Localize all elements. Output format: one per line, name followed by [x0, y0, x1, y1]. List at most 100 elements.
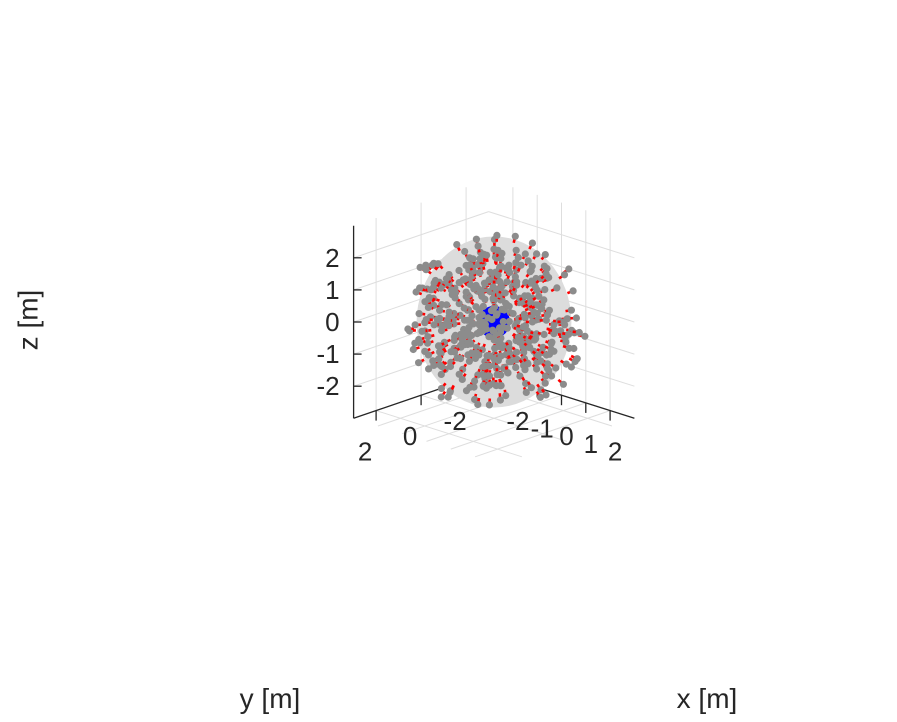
measurement-point	[575, 328, 583, 337]
y-axis-label: y [m]	[240, 683, 301, 714]
measurement-point	[421, 319, 429, 327]
measurement-point	[437, 284, 445, 292]
measurement-point	[528, 318, 537, 326]
measurement-point	[479, 302, 487, 310]
measurement-point	[534, 301, 542, 309]
measurement-point	[499, 318, 507, 326]
measurement-point	[513, 355, 521, 364]
measurement-point	[430, 279, 438, 287]
measurement-point	[541, 379, 549, 387]
measurement-point	[525, 343, 534, 351]
measurement-point	[542, 270, 550, 278]
measurement-point	[534, 351, 542, 360]
measurement-point	[434, 260, 442, 268]
measurement-point	[497, 284, 505, 292]
measurement-point	[474, 242, 482, 250]
measurement-point	[536, 393, 545, 401]
measurement-point	[533, 365, 541, 373]
measurement-point	[503, 324, 511, 332]
measurement-point	[493, 231, 501, 239]
measurement-point	[506, 268, 514, 277]
measurement-point	[542, 372, 550, 380]
x-tick-label: 2	[608, 437, 622, 467]
measurement-point	[474, 400, 482, 409]
measurement-point	[437, 393, 445, 401]
measurement-point	[404, 325, 412, 333]
x-tick-label: 0	[559, 421, 573, 451]
measurement-point	[455, 300, 463, 308]
measurement-point	[505, 317, 513, 326]
measurement-point	[501, 289, 509, 297]
measurement-point	[436, 314, 444, 322]
measurement-point	[512, 363, 520, 371]
z-tick-label: 2	[325, 243, 339, 273]
measurement-point	[461, 247, 469, 256]
measurement-point	[466, 383, 474, 391]
measurement-point	[472, 349, 480, 357]
measurement-point	[493, 310, 501, 318]
measurement-point	[511, 232, 519, 240]
measurement-point	[560, 271, 569, 279]
measurement-point	[547, 345, 555, 354]
measurement-point	[415, 359, 423, 367]
measurement-point	[475, 269, 484, 277]
measurement-point	[542, 351, 551, 359]
measurement-point	[565, 265, 573, 273]
measurement-point	[462, 288, 470, 296]
measurement-point	[524, 360, 532, 368]
measurement-point	[497, 371, 505, 379]
measurement-point	[483, 352, 491, 360]
y-tick-label: -2	[444, 406, 467, 436]
measurement-point	[415, 335, 423, 344]
measurement-point	[560, 318, 568, 326]
measurement-point	[436, 361, 444, 369]
measurement-point	[465, 357, 473, 365]
measurement-point	[504, 369, 512, 377]
measurement-point	[466, 261, 474, 269]
z-axis-label: z [m]	[12, 290, 43, 351]
measurement-point	[507, 358, 515, 366]
measurement-point	[415, 310, 423, 318]
measurement-point	[562, 360, 570, 368]
measurement-point	[542, 391, 550, 399]
measurement-point	[457, 355, 465, 363]
measurement-point	[496, 382, 504, 390]
measurement-point	[455, 266, 463, 275]
measurement-point	[513, 348, 521, 356]
z-tick-label: 0	[325, 307, 339, 337]
measurement-point	[436, 306, 444, 314]
x-tick-label: 1	[584, 429, 598, 459]
measurement-point	[437, 370, 445, 378]
measurement-point	[496, 337, 504, 345]
measurement-point	[526, 268, 534, 276]
measurement-point	[469, 255, 477, 263]
measurement-point	[468, 312, 476, 320]
z-tick-label: -2	[316, 371, 339, 401]
measurement-point	[496, 290, 504, 299]
z-tick-label: 1	[325, 275, 339, 305]
measurement-point	[430, 361, 438, 369]
measurement-point	[551, 327, 560, 335]
measurement-point	[542, 316, 550, 324]
y-tick-label: 0	[403, 421, 417, 451]
measurement-point	[527, 384, 536, 392]
measurement-point	[472, 235, 480, 243]
measurement-point	[461, 275, 469, 283]
measurement-point	[422, 266, 430, 274]
measurement-point	[453, 241, 461, 249]
measurement-point	[497, 254, 505, 263]
measurement-point	[464, 339, 472, 347]
measurement-point	[435, 355, 443, 363]
grid-line-floor	[474, 410, 611, 458]
measurement-point	[476, 328, 484, 336]
measurement-point	[569, 287, 577, 295]
measurement-point	[416, 284, 424, 292]
x-tick-label: -1	[531, 414, 554, 444]
measurement-point	[463, 316, 471, 324]
measurement-point	[471, 377, 479, 385]
measurement-point	[581, 332, 589, 340]
measurement-point	[486, 268, 494, 276]
measurement-point	[481, 295, 489, 303]
measurement-point	[466, 332, 474, 340]
